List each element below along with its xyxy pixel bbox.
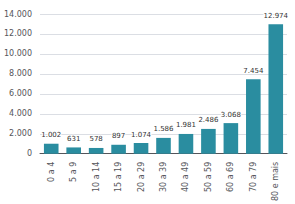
svg-text:7.454: 7.454 (243, 67, 264, 75)
svg-text:20 a 29: 20 a 29 (137, 162, 146, 192)
svg-text:1.981: 1.981 (176, 121, 196, 129)
svg-text:3.068: 3.068 (221, 111, 241, 119)
svg-text:10 a 14: 10 a 14 (92, 162, 101, 192)
svg-text:80 e mais: 80 e mais (271, 162, 280, 201)
svg-text:8.000: 8.000 (9, 69, 32, 78)
svg-text:40 a 49: 40 a 49 (181, 162, 190, 192)
svg-text:14.000: 14.000 (4, 10, 32, 19)
svg-text:4.000: 4.000 (9, 109, 32, 118)
svg-text:2.000: 2.000 (9, 129, 32, 138)
svg-text:50 a 59: 50 a 59 (204, 162, 213, 192)
svg-text:10.000: 10.000 (4, 49, 32, 58)
svg-text:12.000: 12.000 (4, 29, 32, 38)
svg-text:5 a 9: 5 a 9 (69, 162, 78, 182)
svg-text:12.974: 12.974 (264, 12, 289, 20)
svg-text:1.074: 1.074 (131, 131, 152, 139)
svg-text:0: 0 (27, 149, 32, 158)
svg-text:897: 897 (112, 132, 125, 140)
svg-text:631: 631 (67, 135, 80, 143)
svg-text:2.486: 2.486 (198, 116, 219, 124)
svg-text:70 a 79: 70 a 79 (249, 162, 258, 192)
svg-text:30 a 39: 30 a 39 (159, 162, 168, 192)
svg-text:578: 578 (89, 135, 102, 143)
svg-text:60 a 69: 60 a 69 (226, 162, 235, 192)
svg-text:0 a 4: 0 a 4 (47, 162, 56, 182)
svg-text:15 a 19: 15 a 19 (114, 162, 123, 192)
svg-text:6.000: 6.000 (9, 89, 32, 98)
svg-text:1.002: 1.002 (41, 131, 61, 139)
svg-text:1.586: 1.586 (153, 125, 174, 133)
